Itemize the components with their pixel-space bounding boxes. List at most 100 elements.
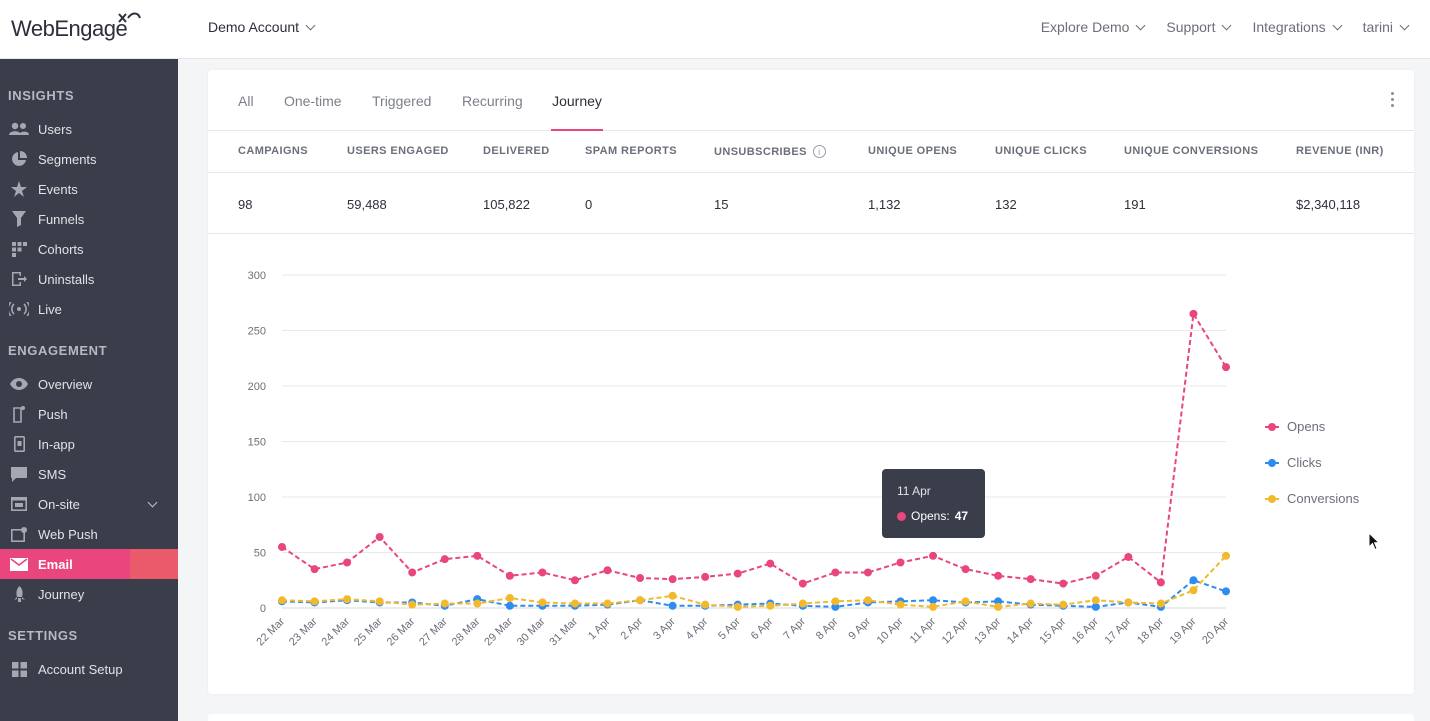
data-point-opens bbox=[343, 558, 352, 567]
data-point-conversions bbox=[863, 596, 872, 605]
data-point-conversions bbox=[1091, 596, 1100, 605]
stats-header-row: CAMPAIGNS USERS ENGAGED DELIVERED SPAM R… bbox=[208, 131, 1414, 173]
legend-swatch-conversions bbox=[1265, 494, 1279, 504]
apps-icon bbox=[9, 661, 29, 677]
data-point-conversions bbox=[701, 600, 710, 609]
stat-value-unsubscribes: 15 bbox=[714, 197, 729, 212]
tab-all[interactable]: All bbox=[238, 93, 254, 109]
data-point-opens bbox=[733, 569, 742, 578]
tooltip-label: Opens: bbox=[911, 509, 950, 523]
tab-journey[interactable]: Journey bbox=[551, 93, 603, 131]
data-point-opens bbox=[505, 571, 514, 580]
sidebar-item-users[interactable]: Users bbox=[0, 114, 178, 144]
stat-header-unique-opens: UNIQUE OPENS bbox=[868, 145, 958, 157]
sidebar-item-journey[interactable]: Journey bbox=[0, 579, 178, 609]
data-point-opens bbox=[1091, 571, 1100, 580]
phone-icon bbox=[9, 405, 29, 423]
sidebar-item-web-push[interactable]: Web Push bbox=[0, 519, 178, 549]
data-point-opens bbox=[863, 568, 872, 577]
x-tick-label: 15 Apr bbox=[1037, 615, 1068, 646]
data-point-opens bbox=[1156, 578, 1165, 587]
sidebar-item-label: Email bbox=[38, 556, 73, 572]
data-point-conversions bbox=[1026, 599, 1035, 608]
data-point-clicks bbox=[831, 602, 840, 611]
stat-header-campaigns: CAMPAIGNS bbox=[238, 145, 309, 157]
stat-value-campaigns: 98 bbox=[238, 197, 253, 212]
data-point-conversions bbox=[1156, 599, 1165, 608]
sidebar-item-cohorts[interactable]: Cohorts bbox=[0, 234, 178, 264]
logo-text: WebEngage bbox=[11, 16, 128, 41]
chevron-down-icon bbox=[305, 20, 316, 30]
x-tick-label: 31 Mar bbox=[547, 615, 580, 648]
explore-demo-label: Explore Demo bbox=[1040, 19, 1130, 35]
sidebar-item-events[interactable]: Events bbox=[0, 174, 178, 204]
sidebar-item-label: In-app bbox=[38, 436, 75, 452]
sidebar-item-account-setup[interactable]: Account Setup bbox=[0, 654, 178, 684]
sidebar-item-live[interactable]: Live bbox=[0, 294, 178, 324]
data-point-opens bbox=[961, 565, 970, 574]
inapp-icon bbox=[9, 436, 29, 452]
more-options-icon[interactable] bbox=[1391, 92, 1394, 107]
data-point-conversions bbox=[896, 600, 905, 609]
stat-value-unique-conversions: 191 bbox=[1124, 197, 1146, 212]
sidebar-item-funnels[interactable]: Funnels bbox=[0, 204, 178, 234]
stat-header-unique-clicks: UNIQUE CLICKS bbox=[995, 145, 1087, 157]
webengage-logo[interactable]: WebEngage bbox=[11, 12, 141, 46]
sidebar-item-label: Users bbox=[38, 121, 72, 137]
sidebar-item-in-app[interactable]: In-app bbox=[0, 429, 178, 459]
sidebar-item-push[interactable]: Push bbox=[0, 399, 178, 429]
chevron-down-icon bbox=[1135, 20, 1146, 30]
tab-one-time[interactable]: One-time bbox=[284, 93, 342, 109]
data-point-conversions bbox=[1124, 598, 1133, 607]
stats-value-row: 98 59,488 105,822 0 15 1,132 132 191 $2,… bbox=[208, 173, 1414, 234]
account-switcher[interactable]: Demo Account bbox=[208, 19, 316, 35]
data-point-opens bbox=[1124, 552, 1133, 561]
data-point-opens bbox=[408, 568, 417, 577]
x-tick-label: 9 Apr bbox=[846, 615, 873, 642]
sidebar-item-uninstalls[interactable]: Uninstalls bbox=[0, 264, 178, 294]
next-card bbox=[208, 714, 1414, 721]
data-point-clicks bbox=[1189, 576, 1198, 585]
sidebar-item-email[interactable]: Email bbox=[0, 549, 178, 579]
users-icon bbox=[9, 122, 29, 136]
section-title-insights: INSIGHTS bbox=[8, 88, 75, 103]
x-tick-label: 22 Mar bbox=[254, 615, 287, 648]
chevron-down-icon bbox=[1399, 20, 1410, 30]
data-point-opens bbox=[570, 576, 579, 585]
data-point-conversions bbox=[505, 594, 514, 603]
x-tick-label: 10 Apr bbox=[875, 615, 906, 646]
y-tick-label: 250 bbox=[248, 326, 266, 338]
support-menu[interactable]: Support bbox=[1166, 19, 1232, 35]
sidebar-item-overview[interactable]: Overview bbox=[0, 369, 178, 399]
x-tick-label: 12 Apr bbox=[940, 615, 971, 646]
x-tick-label: 24 Mar bbox=[320, 615, 353, 648]
sidebar-item-segments[interactable]: Segments bbox=[0, 144, 178, 174]
explore-demo-menu[interactable]: Explore Demo bbox=[1040, 19, 1146, 35]
sidebar-item-on-site[interactable]: On-site bbox=[0, 489, 178, 519]
x-tick-label: 13 Apr bbox=[972, 615, 1003, 646]
data-point-conversions bbox=[1189, 586, 1198, 595]
sidebar-item-sms[interactable]: SMS bbox=[0, 459, 178, 489]
integrations-menu[interactable]: Integrations bbox=[1252, 19, 1343, 35]
user-menu[interactable]: tarini bbox=[1363, 19, 1410, 35]
y-tick-label: 50 bbox=[254, 548, 266, 560]
chevron-down-icon bbox=[1332, 20, 1343, 30]
data-point-conversions bbox=[570, 599, 579, 608]
sidebar-item-label: Account Setup bbox=[38, 661, 123, 677]
x-tick-label: 1 Apr bbox=[586, 615, 613, 642]
legend-item-clicks[interactable]: Clicks bbox=[1265, 455, 1322, 470]
y-tick-label: 100 bbox=[248, 492, 266, 504]
data-point-opens bbox=[1026, 575, 1035, 584]
info-icon[interactable]: i bbox=[812, 145, 826, 158]
legend-item-opens[interactable]: Opens bbox=[1265, 419, 1325, 434]
stat-header-unsubscribes: UNSUBSCRIBES i bbox=[714, 145, 826, 158]
x-tick-label: 25 Mar bbox=[352, 615, 385, 648]
tab-triggered[interactable]: Triggered bbox=[372, 93, 432, 109]
rocket-icon bbox=[9, 586, 29, 602]
sidebar-item-label: Cohorts bbox=[38, 241, 84, 257]
chevron-down-icon[interactable] bbox=[147, 497, 158, 508]
x-tick-label: 19 Apr bbox=[1168, 615, 1199, 646]
data-point-opens bbox=[896, 558, 905, 567]
tab-recurring[interactable]: Recurring bbox=[462, 93, 523, 109]
legend-item-conversions[interactable]: Conversions bbox=[1265, 491, 1359, 506]
